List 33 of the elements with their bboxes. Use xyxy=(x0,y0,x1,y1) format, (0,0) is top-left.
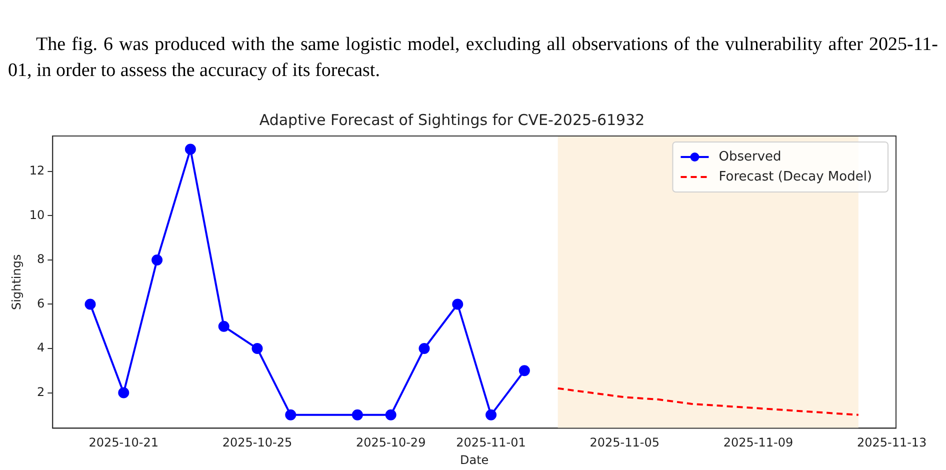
point xyxy=(218,320,230,332)
y-tick-label: 4 xyxy=(37,340,45,355)
point xyxy=(152,254,163,266)
point xyxy=(184,144,196,155)
point xyxy=(252,343,263,354)
text: The fig. 6 was produced with the same logistic model, excluding all observations of the vulnerability after 2025-11-01, in order to assess the accuracy of its forecast. xyxy=(8,33,938,83)
chart-title: Adaptive Forecast of Sightings for CVE-2025-61932 xyxy=(259,110,645,129)
y-tick-label: 2 xyxy=(37,384,45,399)
x-tick-label: 2025-11-01 xyxy=(456,436,526,450)
point xyxy=(385,409,396,420)
point xyxy=(518,365,530,376)
line-series xyxy=(556,387,860,416)
legend-label: Observed xyxy=(718,149,782,164)
y-tick-label: 12 xyxy=(29,164,45,178)
point xyxy=(352,409,363,420)
x-tick-label: 2025-10-25 xyxy=(222,436,292,450)
point xyxy=(486,409,497,420)
y-axis-title: Sightings xyxy=(9,254,24,310)
x-tick-label: 2025-11-13 xyxy=(856,436,927,450)
point xyxy=(418,343,430,354)
point xyxy=(84,298,96,310)
y-tick-label: 10 xyxy=(29,208,45,222)
point xyxy=(285,409,296,420)
x-axis-title: Date xyxy=(460,452,489,467)
point xyxy=(118,387,130,398)
y-tick-label: 6 xyxy=(37,296,45,310)
point xyxy=(452,298,464,310)
legend-label: Forecast (Decay Model) xyxy=(718,169,872,184)
x-tick-label: 2025-11-05 xyxy=(590,436,660,450)
x-tick-label: 2025-11-09 xyxy=(723,436,794,450)
y-tick-label: 8 xyxy=(37,252,45,266)
x-tick-label: 2025-10-21 xyxy=(88,436,159,450)
x-tick-label: 2025-10-29 xyxy=(356,436,426,450)
